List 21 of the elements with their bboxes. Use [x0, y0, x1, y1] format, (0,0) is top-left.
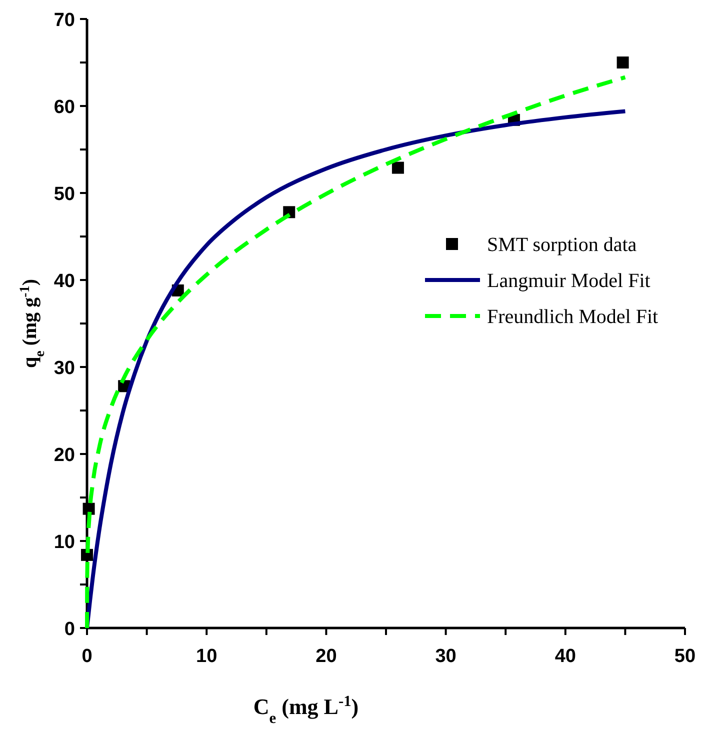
y-tick-label: 0: [64, 619, 75, 640]
x-tick-label: 0: [82, 646, 92, 667]
x-axis-title: C$_{e}$ (mg L$^{-1}$): [253, 692, 359, 726]
y-tick-label: 60: [54, 97, 75, 118]
point: [82, 502, 95, 515]
x-tick-label: 50: [674, 646, 696, 667]
x-tick-label: 20: [316, 646, 337, 667]
legend-label: SMT sorption data: [487, 234, 637, 256]
y-tick-label: 50: [54, 184, 75, 205]
y-tick-label: 70: [54, 10, 75, 31]
legend-label: Langmuir Model Fit: [487, 270, 651, 292]
y-tick-label: 20: [54, 445, 75, 466]
y-tick-label: 10: [54, 532, 75, 553]
x-tick-label: 40: [554, 646, 576, 667]
point: [616, 56, 629, 68]
x-tick-label: 30: [435, 646, 456, 667]
legend-label: Freundlich Model Fit: [487, 306, 659, 328]
point: [392, 162, 404, 174]
x-tick-label: 10: [196, 646, 218, 667]
y-tick-label: 40: [54, 271, 75, 292]
y-tick-label: 30: [54, 358, 75, 379]
